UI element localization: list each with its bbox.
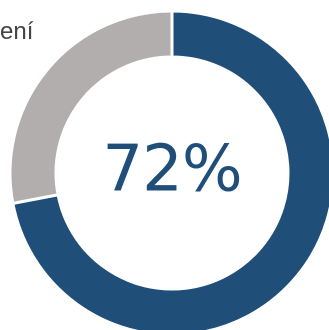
partial-heading-text: ení	[0, 18, 34, 45]
donut-slice-2	[8, 9, 174, 206]
donut-slices	[8, 9, 329, 330]
donut-center-percent: 72%	[102, 133, 241, 207]
donut-slice-1	[11, 9, 329, 330]
